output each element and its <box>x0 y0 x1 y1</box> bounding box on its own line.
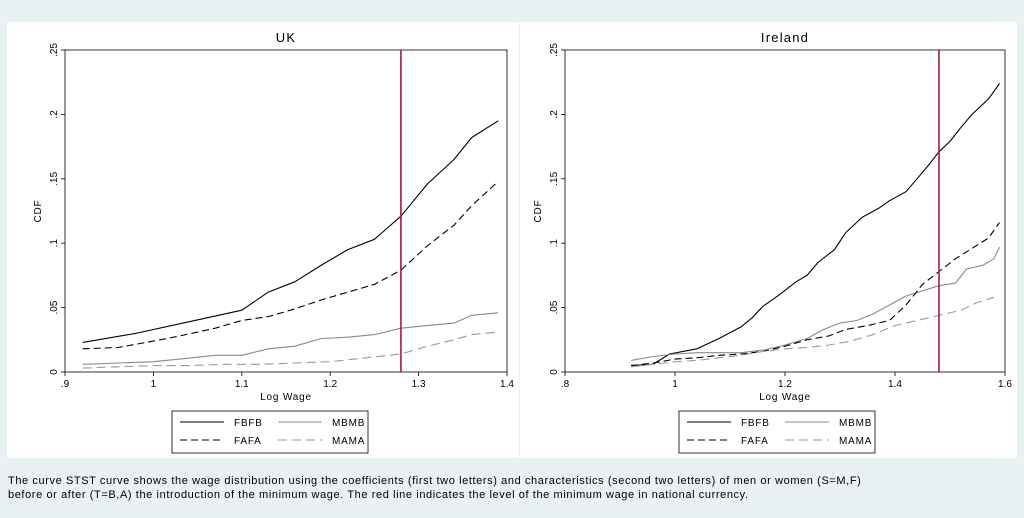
ireland-series-fbfb <box>630 83 1000 367</box>
ireland-x-tick-label: 1 <box>672 379 678 390</box>
ireland-chart: Ireland .8 1 1.2 1.4 1.6 0 .05 .1 .15 .2 .25 Log Wag… <box>533 30 1012 454</box>
uk-series-fbfb <box>82 120 499 343</box>
ireland-legend-label-mbmb: MBMB <box>839 418 872 429</box>
uk-series-fafa <box>82 180 499 350</box>
uk-y-tick-label: .15 <box>49 171 60 185</box>
caption-line-2: before or after (T=B,A) the introduction… <box>8 489 749 501</box>
uk-plot-frame <box>64 49 508 373</box>
ireland-series-mbmb <box>630 246 1000 361</box>
uk-x-tick-label: 1.3 <box>412 379 426 390</box>
ireland-chart-panel: Ireland .8 1 1.2 1.4 1.6 0 .05 .1 .15 .2 .25 Log Wag… <box>520 22 1017 458</box>
ireland-chart-title: Ireland <box>761 30 809 45</box>
ireland-x-tick-label: 1.6 <box>998 379 1012 390</box>
uk-legend: FBFB MBMB FAFA MAMA <box>171 410 369 454</box>
caption-line-1: The curve STST curve shows the wage dist… <box>8 475 862 487</box>
uk-y-tick-label: 0 <box>49 369 60 375</box>
uk-legend-label-fbfb: FBFB <box>234 418 263 429</box>
uk-x-tick-label: 1.1 <box>235 379 249 390</box>
uk-x-tick-label: 1.2 <box>323 379 337 390</box>
ireland-y-tick-label: .15 <box>549 171 560 185</box>
ireland-x-tick-label: 1.2 <box>778 379 792 390</box>
uk-series-mama <box>82 331 499 369</box>
uk-chart: UK .9 1 1.1 1.2 1.3 1.4 0 .05 .1 .15 .2 .25 Log Wage C… <box>33 30 514 454</box>
uk-legend-label-mbmb: MBMB <box>332 418 365 429</box>
uk-y-tick-label: .05 <box>49 300 60 314</box>
uk-x-tick-label: 1 <box>151 379 157 390</box>
uk-x-tick-label: .9 <box>61 379 70 390</box>
uk-legend-box <box>171 410 369 454</box>
ireland-y-tick-label: 0 <box>549 369 560 375</box>
uk-x-tick-label: 1.4 <box>500 379 514 390</box>
ireland-series-fafa <box>630 222 1000 367</box>
uk-chart-panel: UK .9 1 1.1 1.2 1.3 1.4 0 .05 .1 .15 .2 .25 Log Wage C… <box>7 22 519 458</box>
uk-y-tick-label: .2 <box>49 110 60 119</box>
ireland-legend-label-fbfb: FBFB <box>741 418 770 429</box>
uk-chart-title: UK <box>276 30 296 45</box>
ireland-y-tick-label: .2 <box>549 110 560 119</box>
figure-caption: The curve STST curve shows the wage dist… <box>8 474 1018 502</box>
ireland-series-mama <box>630 296 995 368</box>
uk-y-tick-label: .25 <box>49 43 60 57</box>
ireland-y-tick-label: .05 <box>549 300 560 314</box>
ireland-x-tick-label: 1.4 <box>888 379 902 390</box>
uk-y-axis-label: CDF <box>33 200 44 223</box>
ireland-y-axis-label: CDF <box>533 200 544 223</box>
ireland-y-tick-label: .1 <box>549 239 560 248</box>
uk-y-tick-label: .1 <box>49 239 60 248</box>
ireland-x-axis-label: Log Wage <box>759 392 811 403</box>
ireland-x-tick-label: .8 <box>561 379 570 390</box>
uk-x-axis-label: Log Wage <box>260 392 312 403</box>
uk-legend-label-mama: MAMA <box>332 436 365 447</box>
ireland-legend-label-mama: MAMA <box>839 436 872 447</box>
uk-series-mbmb <box>82 312 499 365</box>
ireland-y-tick-label: .25 <box>549 43 560 57</box>
ireland-legend-label-fafa: FAFA <box>741 436 769 447</box>
ireland-legend-box <box>678 410 876 454</box>
uk-legend-label-fafa: FAFA <box>234 436 262 447</box>
ireland-legend: FBFB MBMB FAFA MAMA <box>678 410 876 454</box>
